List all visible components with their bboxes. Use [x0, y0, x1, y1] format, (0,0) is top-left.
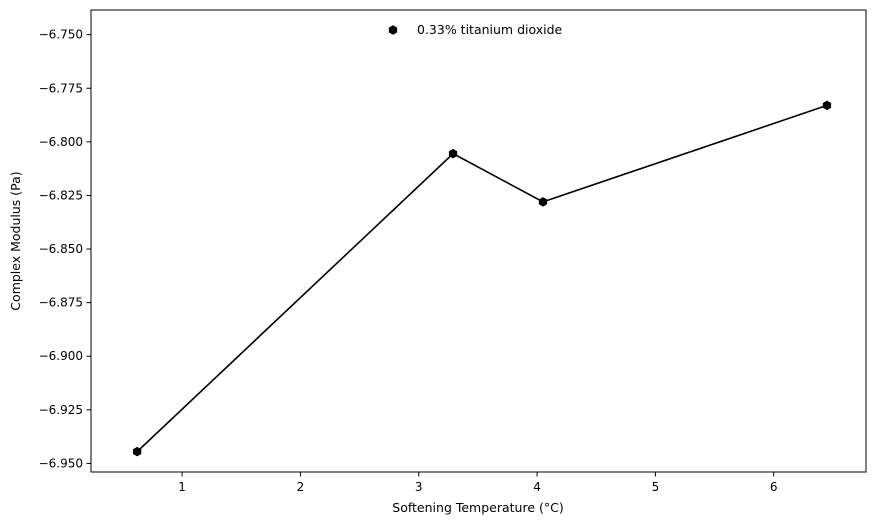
y-axis: −6.950 −6.925 −6.900 −6.875 −6.850 −6.825 −6.8… — [39, 28, 91, 470]
y-tick-label: −6.800 — [39, 135, 83, 149]
data-point — [538, 197, 548, 207]
series-layer — [133, 100, 832, 457]
axes-frame — [90, 9, 867, 473]
legend: 0.33% titanium dioxide — [388, 22, 563, 37]
y-tick-label: −6.750 — [39, 28, 83, 42]
legend-marker-hexagon — [388, 25, 398, 35]
x-tick-label: 1 — [178, 480, 186, 494]
y-tick-label: −6.925 — [39, 403, 83, 417]
y-tick-label: −6.775 — [39, 81, 83, 95]
y-axis-label: Complex Modulus (Pa) — [8, 171, 23, 310]
data-point — [822, 100, 832, 111]
x-tick-label: 2 — [297, 480, 305, 494]
data-point — [448, 148, 458, 159]
plot-area — [90, 9, 867, 473]
y-tick-label: −6.900 — [39, 349, 83, 363]
legend-label: 0.33% titanium dioxide — [417, 22, 563, 37]
x-tick-label: 6 — [770, 480, 778, 494]
y-tick-label: −6.950 — [39, 456, 83, 470]
y-tick-label: −6.850 — [39, 242, 83, 256]
y-tick-label: −6.825 — [39, 188, 83, 202]
y-tick-label: −6.875 — [39, 296, 83, 310]
legend-marker — [388, 25, 398, 35]
data-point — [133, 446, 142, 457]
x-axis-label: Softening Temperature (°C) — [392, 500, 563, 515]
x-tick-label: 3 — [415, 480, 423, 494]
x-axis: 1 2 3 4 5 6 — [178, 472, 778, 494]
series-line — [136, 104, 828, 453]
x-tick-label: 4 — [533, 480, 541, 494]
x-tick-label: 5 — [652, 480, 660, 494]
